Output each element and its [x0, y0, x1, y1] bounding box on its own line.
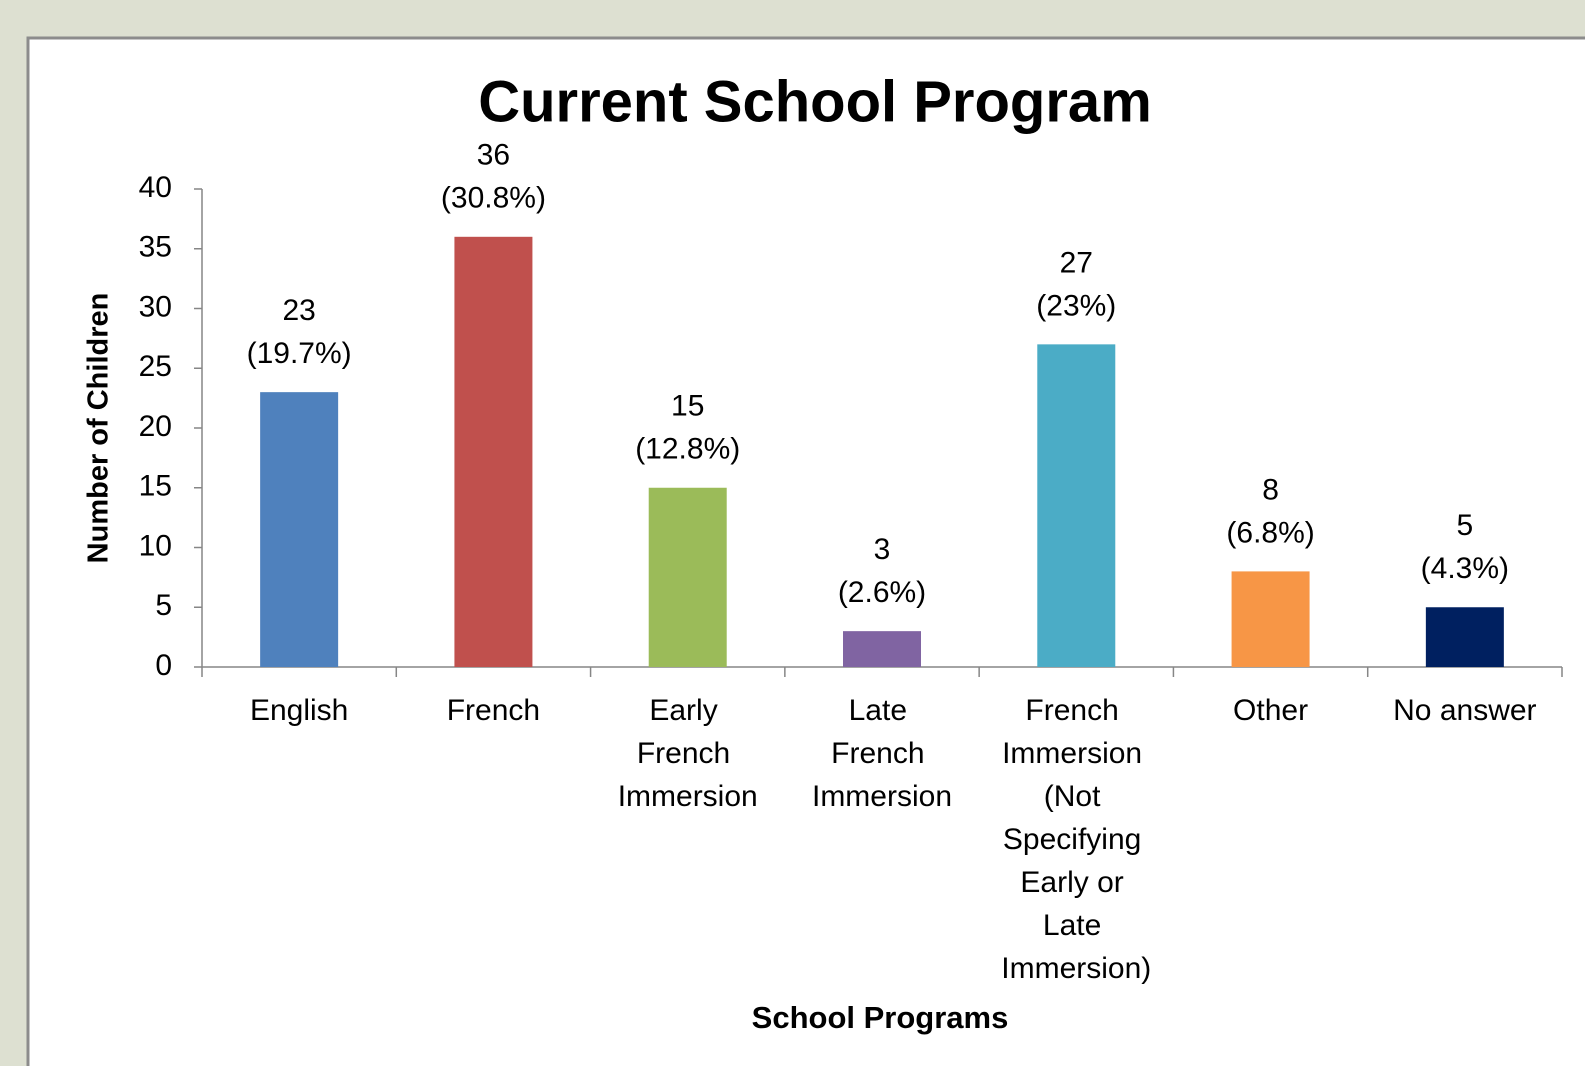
- x-tick-label: French Immersion (Not Specifying Early o…: [1001, 694, 1151, 985]
- bar: [843, 631, 921, 667]
- x-tick-label: English: [250, 694, 348, 727]
- data-label: (19.7%): [247, 337, 352, 370]
- data-label: (23%): [1036, 289, 1116, 322]
- bar: [648, 487, 727, 667]
- data-label: (6.8%): [1226, 516, 1314, 549]
- data-label: (30.8%): [441, 182, 546, 215]
- y-tick-label: 35: [139, 231, 172, 264]
- y-tick-label: 30: [139, 290, 172, 323]
- data-label: (4.3%): [1421, 552, 1509, 585]
- chart-title: Current School Program: [478, 69, 1152, 134]
- x-tick-label: Early French Immersion: [618, 694, 758, 813]
- data-label: 23: [282, 294, 315, 327]
- y-tick-label: 10: [139, 529, 172, 562]
- x-tick-label: Other: [1233, 694, 1308, 727]
- y-tick-label: 15: [139, 470, 172, 503]
- data-label: (2.6%): [838, 576, 926, 609]
- data-label: 36: [477, 139, 510, 172]
- bar: [1425, 607, 1504, 667]
- y-tick-label: 40: [139, 171, 172, 204]
- y-tick-label: 5: [155, 589, 172, 622]
- bar: [454, 236, 533, 668]
- y-tick-label: 20: [139, 410, 172, 443]
- bar: [260, 392, 339, 667]
- y-axis-title: Number of Children: [83, 293, 115, 564]
- bar: [1231, 571, 1310, 667]
- data-label: 15: [671, 390, 704, 423]
- data-label: (12.8%): [635, 433, 740, 466]
- x-tick-label: French: [447, 694, 540, 727]
- y-tick-label: 0: [155, 649, 172, 682]
- data-label: 3: [874, 533, 891, 566]
- data-label: 5: [1457, 509, 1474, 542]
- x-tick-label: No answer: [1393, 694, 1536, 727]
- x-axis-title: School Programs: [752, 1000, 1009, 1035]
- data-label: 8: [1262, 473, 1279, 506]
- bar: [1037, 344, 1116, 667]
- x-tick-label: Late French Immersion: [812, 694, 952, 813]
- data-label: 27: [1060, 246, 1093, 279]
- y-tick-label: 25: [139, 350, 172, 383]
